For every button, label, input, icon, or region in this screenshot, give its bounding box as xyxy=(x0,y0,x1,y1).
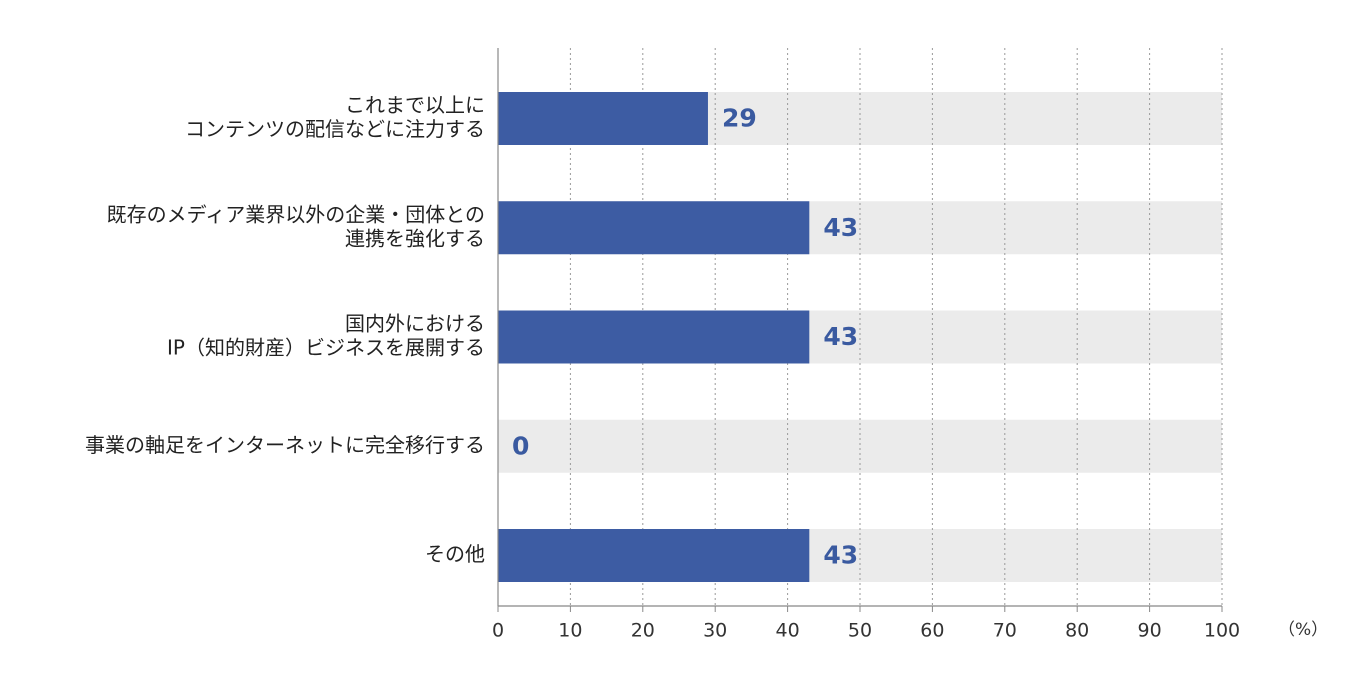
category-label: 事業の軸足をインターネットに完全移行する xyxy=(85,433,485,457)
data-label: 43 xyxy=(823,213,858,242)
category-label-line: 国内外における xyxy=(345,312,485,336)
data-label: 43 xyxy=(823,322,858,351)
category-label: 既存のメディア業界以外の企業・団体との連携を強化する xyxy=(107,202,485,250)
data-labels: 29 43 43 0 43 xyxy=(512,104,858,570)
category-label-line: これまで以上に xyxy=(345,93,485,117)
tick-label: 30 xyxy=(703,620,727,642)
category-label: これまで以上にコンテンツの配信などに注力する xyxy=(185,93,485,141)
tick-label: 40 xyxy=(776,620,800,642)
tick-label: 10 xyxy=(558,620,582,642)
category-label-line: 連携を強化する xyxy=(345,226,485,250)
category-labels: これまで以上にコンテンツの配信などに注力する既存のメディア業界以外の企業・団体と… xyxy=(85,93,485,566)
tick-label: 80 xyxy=(1065,620,1089,642)
data-label: 29 xyxy=(722,104,757,133)
tick-label: 70 xyxy=(993,620,1017,642)
category-label-line: 事業の軸足をインターネットに完全移行する xyxy=(85,433,485,457)
data-label: 43 xyxy=(823,541,858,570)
bar xyxy=(498,529,810,582)
x-axis: 0 10 20 30 40 50 60 70 80 90 100 xyxy=(492,48,1240,642)
category-label: 国内外における IP（知的財産）ビジネスを展開する xyxy=(167,312,485,360)
gridlines xyxy=(569,48,1223,606)
tick-label: 60 xyxy=(920,620,944,642)
data-label: 0 xyxy=(512,431,529,460)
tick-label: 50 xyxy=(848,620,872,642)
category-label-line: コンテンツの配信などに注力する xyxy=(185,117,485,141)
category-label-line: その他 xyxy=(425,542,485,566)
tick-label: 0 xyxy=(492,620,504,642)
bar xyxy=(498,310,810,364)
bar xyxy=(498,201,810,255)
tick-label: 90 xyxy=(1138,620,1162,642)
category-label-line: IP（知的財産）ビジネスを展開する xyxy=(167,336,485,360)
tick-label: 100 xyxy=(1204,620,1240,642)
unit-label: （%） xyxy=(1278,620,1328,640)
bars xyxy=(498,92,810,582)
tick-label: 20 xyxy=(631,620,655,642)
category-label-line: 既存のメディア業界以外の企業・団体との xyxy=(107,202,485,226)
bar xyxy=(498,92,708,145)
category-label: その他 xyxy=(425,542,485,566)
